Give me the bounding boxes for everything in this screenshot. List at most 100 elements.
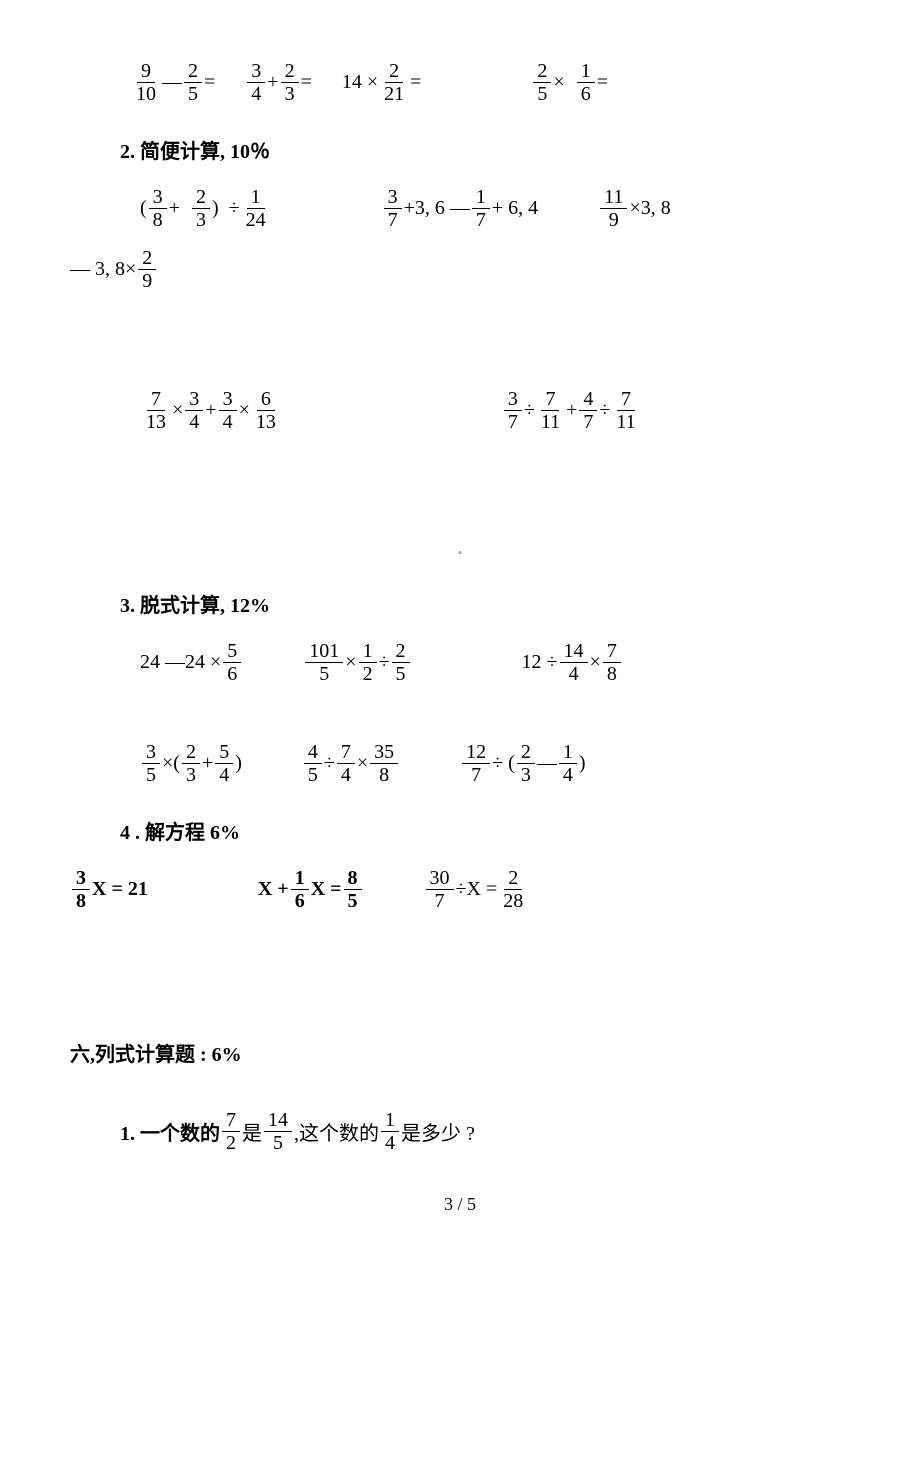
expr-2b: 37 +3, 6 — 17 + 6, 4 bbox=[382, 186, 539, 231]
fraction: 16 bbox=[577, 60, 595, 105]
op: + bbox=[267, 71, 278, 94]
expr-2c-cont: — 3, 8× 29 bbox=[70, 247, 158, 292]
op: ÷ bbox=[599, 399, 610, 422]
expr-6a: 38 X = 21 bbox=[70, 867, 148, 912]
fraction: 47 bbox=[579, 388, 597, 433]
simplify-row-1b: — 3, 8× 29 bbox=[70, 247, 850, 292]
fraction: 144 bbox=[560, 640, 588, 685]
expr-2c: 119 ×3, 8 bbox=[598, 186, 671, 231]
fraction: 25 bbox=[533, 60, 551, 105]
text: ,这个数的 bbox=[294, 1117, 379, 1146]
expr-4b: 1015 × 12 ÷ 25 bbox=[303, 640, 411, 685]
fraction: 23 bbox=[281, 60, 299, 105]
op: ÷ bbox=[524, 399, 535, 422]
op: + bbox=[566, 399, 577, 422]
expr-6c: 307 ÷X = 228 bbox=[424, 867, 530, 912]
simplify-row-1: ( 38 + 23 ) ÷ 124 37 +3, 6 — 17 + 6, 4 1… bbox=[140, 186, 850, 231]
fraction: 910 bbox=[132, 60, 160, 105]
section-6-heading: 六,列式计算题 : 6% bbox=[70, 1038, 850, 1067]
fraction: 711 bbox=[537, 388, 564, 433]
text: 24 —24 × bbox=[140, 651, 221, 674]
calc-row-2: 35 ×( 23 + 54 ) 45 ÷ 74 × 358 127 ÷ ( 23… bbox=[140, 741, 850, 786]
expr-3-left: 713 × 34 + 34 × 613 bbox=[140, 388, 282, 433]
op: + bbox=[205, 399, 216, 422]
text: ÷X = bbox=[456, 878, 498, 901]
word-problem-1: 1. 一个数的 72 是 145 ,这个数的 14 是多少 ? bbox=[120, 1109, 850, 1154]
section-2-heading: 2. 简便计算, 10％ bbox=[120, 135, 850, 164]
fraction: 54 bbox=[215, 741, 233, 786]
fraction: 14 bbox=[381, 1109, 399, 1154]
fraction: 713 bbox=[142, 388, 170, 433]
op: × bbox=[172, 399, 183, 422]
op: × bbox=[345, 651, 356, 674]
fraction: 78 bbox=[603, 640, 621, 685]
eq: = bbox=[410, 71, 421, 94]
text: + 6, 4 bbox=[492, 197, 538, 220]
fraction: 34 bbox=[247, 60, 265, 105]
expr-1a: 910 — 25 = bbox=[130, 60, 215, 105]
fraction: 85 bbox=[344, 867, 362, 912]
expr-2a: ( 38 + 23 ) ÷ 124 bbox=[140, 186, 272, 231]
text: 1. 一个数的 bbox=[120, 1117, 220, 1146]
op: ÷ bbox=[229, 197, 240, 220]
fraction: 358 bbox=[370, 741, 398, 786]
fraction: 25 bbox=[184, 60, 202, 105]
paren-open: ( bbox=[140, 197, 147, 220]
text: 是 bbox=[242, 1117, 262, 1146]
fraction: 23 bbox=[182, 741, 200, 786]
eq: = bbox=[597, 71, 608, 94]
simplify-row-2: 713 × 34 + 34 × 613 37 ÷ 711 + 47 ÷ 711 bbox=[140, 388, 850, 433]
mental-calc-row: 910 — 25 = 34 + 23 = 14 × 221 = 25 × 16 … bbox=[130, 60, 850, 105]
expr-1d: 25 × 16 = bbox=[531, 60, 608, 105]
fraction: 35 bbox=[142, 741, 160, 786]
op: × bbox=[239, 399, 250, 422]
expr-4a: 24 —24 × 56 bbox=[140, 640, 243, 685]
text: 是多少 ? bbox=[401, 1117, 475, 1146]
op: ÷ bbox=[379, 651, 390, 674]
equation-row: 38 X = 21 X + 16 X = 85 307 ÷X = 228 bbox=[70, 867, 850, 912]
q1-expr: 1. 一个数的 72 是 145 ,这个数的 14 是多少 ? bbox=[120, 1109, 475, 1154]
op: × bbox=[357, 752, 368, 775]
op: × bbox=[553, 71, 564, 94]
fraction: 228 bbox=[499, 867, 527, 912]
expr-6b: X + 16 X = 85 bbox=[258, 867, 364, 912]
paren-close: ) bbox=[579, 752, 586, 775]
fraction: 17 bbox=[472, 186, 490, 231]
fraction: 12 bbox=[359, 640, 377, 685]
expr-1b: 34 + 23 = bbox=[245, 60, 312, 105]
fraction: 29 bbox=[138, 247, 156, 292]
eq: = bbox=[301, 71, 312, 94]
watermark-dot: ▪ bbox=[70, 547, 850, 559]
fraction: 221 bbox=[380, 60, 408, 105]
expr-3-right: 37 ÷ 711 + 47 ÷ 711 bbox=[502, 388, 642, 433]
expr-5b: 45 ÷ 74 × 358 bbox=[302, 741, 400, 786]
calc-row-1: 24 —24 × 56 1015 × 12 ÷ 25 12 ÷ 144 × 78 bbox=[140, 640, 850, 685]
paren-close: ) bbox=[235, 752, 242, 775]
section-3-heading: 3. 脱式计算, 12% bbox=[120, 589, 850, 618]
fraction: 56 bbox=[223, 640, 241, 685]
expr-1c: 14 × 221 = bbox=[342, 60, 422, 105]
op: ÷ bbox=[324, 752, 335, 775]
text: 12 ÷ bbox=[522, 651, 558, 674]
fraction: 37 bbox=[504, 388, 522, 433]
paren-close: ) bbox=[212, 197, 219, 220]
fraction: 23 bbox=[517, 741, 535, 786]
fraction: 38 bbox=[149, 186, 167, 231]
fraction: 124 bbox=[242, 186, 270, 231]
text: — 3, 8× bbox=[70, 258, 136, 281]
fraction: 119 bbox=[600, 186, 627, 231]
text: X + bbox=[258, 878, 289, 901]
op: — bbox=[537, 752, 557, 775]
fraction: 37 bbox=[384, 186, 402, 231]
expr-4c: 12 ÷ 144 × 78 bbox=[522, 640, 623, 685]
op: ÷ ( bbox=[492, 752, 515, 775]
fraction: 45 bbox=[304, 741, 322, 786]
fraction: 34 bbox=[185, 388, 203, 433]
fraction: 74 bbox=[337, 741, 355, 786]
fraction: 16 bbox=[291, 867, 309, 912]
op: + bbox=[202, 752, 213, 775]
expr-5c: 127 ÷ ( 23 — 14 ) bbox=[460, 741, 585, 786]
text: X = 21 bbox=[92, 878, 148, 901]
text: X = bbox=[311, 878, 342, 901]
lead: 14 × bbox=[342, 71, 378, 94]
